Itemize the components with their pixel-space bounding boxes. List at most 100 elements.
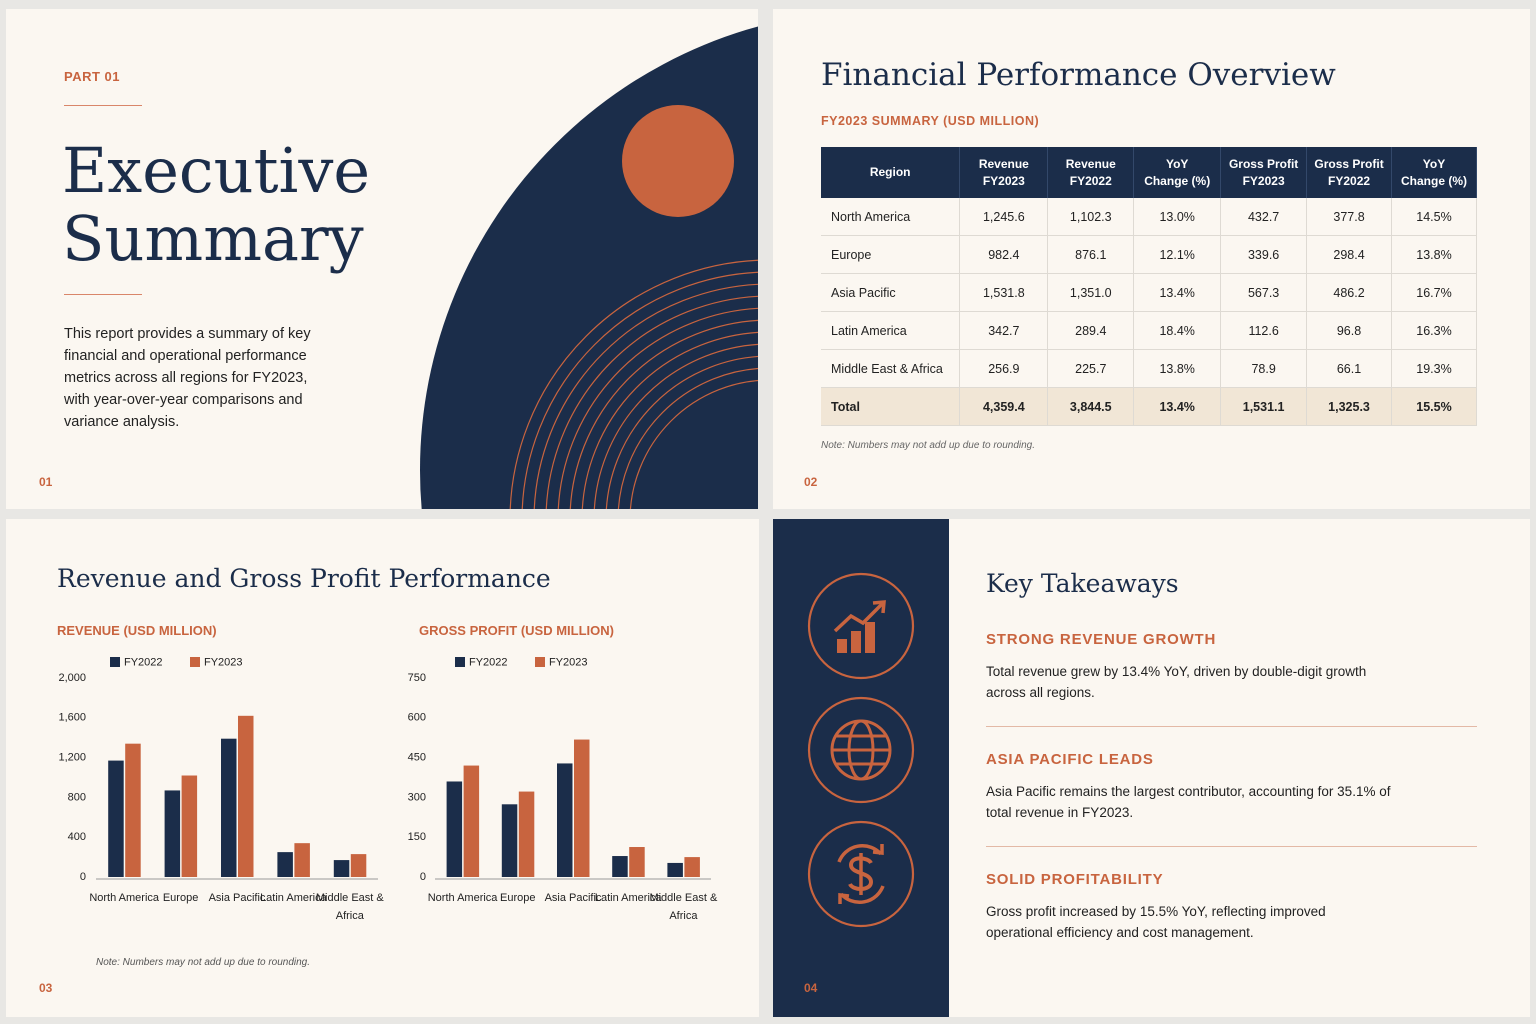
row: Asia Pacific 1,531.8 1,351.0 13.4% 567.3 486.… [821,273,1477,312]
cell: 13.4% [1133,273,1222,312]
bar [221,738,237,877]
y-tick-label: 800 [68,791,86,803]
slide-2: Financial Performance Overview FY2023 SU… [773,9,1530,509]
divider [986,846,1477,847]
page-number: 01 [39,475,53,489]
cell: 66.1 [1306,349,1392,388]
header-text: YoY [1422,156,1446,171]
row: Europe 982.4 876.1 12.1% 339.6 298.4 13.8% [821,235,1477,274]
icons [807,572,915,928]
y-tick-label: 1,200 [58,752,86,764]
table: Region Revenue FY2023 Revenue FY2022 YoY Chang… [821,147,1477,426]
bar [277,852,293,877]
bar [181,775,198,877]
body: This report provides a summary of key fi… [64,326,311,430]
header-cell: Region [821,147,961,198]
legend-swatch [535,657,545,667]
cell: Latin America [821,311,961,350]
x-tick-label: Middle East & Africa [649,892,718,922]
bar [684,857,700,877]
cell: 13.8% [1391,235,1477,274]
bar [667,862,683,877]
subtitle: FY2023 SUMMARY (USD MILLION) [821,114,1040,128]
x-tick-label: Latin America [260,892,327,904]
bar [518,791,535,877]
takeaway-heading: ASIA PACIFIC LEADS [986,751,1154,768]
globe-icon [807,696,915,804]
header-text: Change (%) [1401,173,1467,188]
cell: 19.3% [1391,349,1477,388]
rule [64,105,142,106]
title-line: Executive [62,134,371,207]
cell: 3,844.5 [1047,387,1135,426]
takeaway-body: Gross profit increased by 15.5% YoY, ref… [986,904,1326,940]
takeaway-body: Total revenue grew by 13.4% YoY, driven … [986,664,1367,700]
cell: 78.9 [1220,349,1308,388]
header-text: Revenue [978,156,1029,171]
page-number: 02 [804,475,818,489]
header-text: Region [869,165,911,179]
cell: 289.4 [1047,311,1135,350]
y-tick-label: 750 [408,672,426,684]
bar [164,790,181,877]
growth-icon [807,572,915,680]
bar [612,856,628,877]
header-text: Change (%) [1144,173,1211,188]
y-tick-label: 300 [408,791,426,803]
legend-swatch [190,657,200,667]
cell: 1,325.3 [1306,387,1392,426]
x-tick-label: Europe [162,892,199,904]
cell: Asia Pacific [821,273,961,312]
cell: 1,351.0 [1047,273,1135,312]
title: Financial Performance Overview [821,57,1336,93]
cell: 12.1% [1133,235,1222,274]
y-tick-label: 150 [408,831,426,843]
cell: 15.5% [1391,387,1477,426]
cell: 13.8% [1133,349,1222,388]
y-tick-label: 600 [408,712,426,724]
bar [629,847,645,877]
y-tick-label: 450 [408,752,426,764]
header-text: FY2022 [1069,173,1112,188]
dollar-icon [807,820,915,928]
legend-swatch [110,657,120,667]
bar [463,765,480,877]
cell: 982.4 [959,235,1049,274]
bar [557,763,573,877]
header-text: FY2023 [982,173,1025,188]
bar [574,739,590,877]
header-text: FY2023 [1242,173,1285,188]
cell: North America [821,198,961,236]
cell: 16.3% [1391,311,1477,350]
header-cell: Revenue FY2022 [1047,147,1135,198]
rule [64,294,142,295]
header-text: Gross Profit [1228,156,1299,171]
x-tick-label: Europe [500,892,536,904]
header-cell: YoY Change (%) [1391,147,1477,198]
cell: 96.8 [1306,311,1392,350]
divider [986,726,1477,727]
bar [238,715,254,877]
cell: Europe [821,235,961,274]
cell: 1,245.6 [959,198,1049,236]
bar [294,843,310,877]
cell: Middle East & Africa [821,349,961,388]
cell: 4,359.4 [959,387,1049,426]
row: Latin America 342.7 289.4 18.4% 112.6 96.8 16.… [821,311,1477,350]
title: Executive Summary [62,137,370,273]
bar [108,760,124,877]
header-text: Revenue [1065,156,1116,171]
bar [125,743,141,877]
header-cell: Gross Profit FY2023 [1220,147,1308,198]
cell: 567.3 [1220,273,1308,312]
cell: 1,531.1 [1220,387,1308,426]
y-tick-label: 400 [68,831,86,843]
title: Revenue and Gross Profit Performance [57,564,551,593]
y-tick-label: 2,000 [58,672,86,684]
header-cell: Gross Profit FY2022 [1306,147,1392,198]
legend-swatch [455,657,465,667]
slide-3: Revenue and Gross Profit Performance 0 40… [6,519,759,1017]
chart-title: REVENUE (USD MILLION) [57,623,217,638]
slide-4: Key Takeaways 04 STRONG REVENUE GROWTH To… [773,519,1530,1017]
